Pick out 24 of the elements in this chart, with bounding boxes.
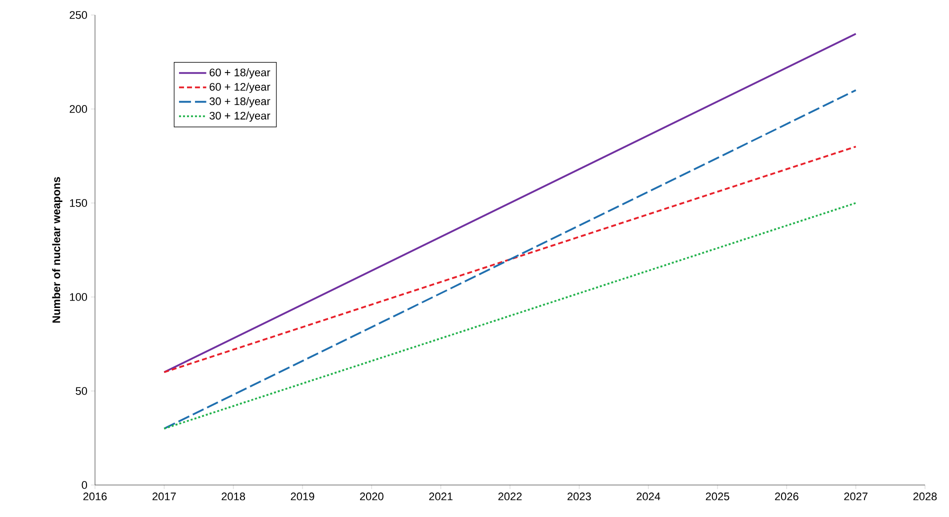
y-tick-label: 250 — [70, 11, 88, 19]
legend-label: 30 + 12/year — [210, 112, 270, 122]
x-tick-label: 2023 — [568, 492, 591, 500]
y-tick-label: 100 — [70, 293, 88, 301]
x-tick-label: 2026 — [775, 492, 798, 500]
legend-label: 30 + 18/year — [210, 97, 270, 108]
y-tick-label: 50 — [76, 387, 88, 395]
x-tick-label: 2020 — [360, 492, 384, 500]
x-tick-label: 2021 — [429, 492, 452, 500]
y-axis-title: Number of nuclear weapons — [52, 177, 62, 323]
x-tick-label: 2024 — [636, 492, 660, 500]
y-tick-label: 150 — [70, 199, 88, 207]
y-tick-label: 200 — [70, 105, 88, 113]
y-tick-label: 0 — [82, 481, 88, 489]
x-tick-label: 2025 — [706, 492, 730, 500]
x-tick-label: 2017 — [152, 492, 176, 500]
x-tick-label: 2022 — [498, 492, 522, 500]
x-tick-label: 2016 — [83, 492, 107, 500]
x-tick-label: 2018 — [222, 492, 246, 500]
x-tick-label: 2028 — [913, 492, 937, 500]
x-tick-label: 2019 — [290, 492, 314, 500]
x-tick-label: 2027 — [844, 492, 868, 500]
legend-label: 60 + 18/year — [210, 68, 270, 78]
legend-label: 60 + 12/year — [210, 82, 270, 93]
